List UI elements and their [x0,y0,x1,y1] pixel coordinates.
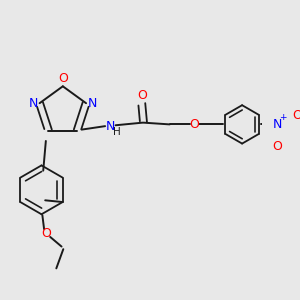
Text: N: N [272,118,282,131]
Text: O: O [41,227,51,240]
Text: O: O [293,109,300,122]
Text: O: O [58,72,68,85]
Text: +: + [279,113,287,122]
Text: N: N [106,120,115,133]
Text: O: O [189,118,199,131]
Text: O: O [272,140,282,153]
Text: N: N [28,97,38,110]
Text: N: N [88,97,97,110]
Text: O: O [137,89,147,102]
Text: H: H [112,127,120,137]
